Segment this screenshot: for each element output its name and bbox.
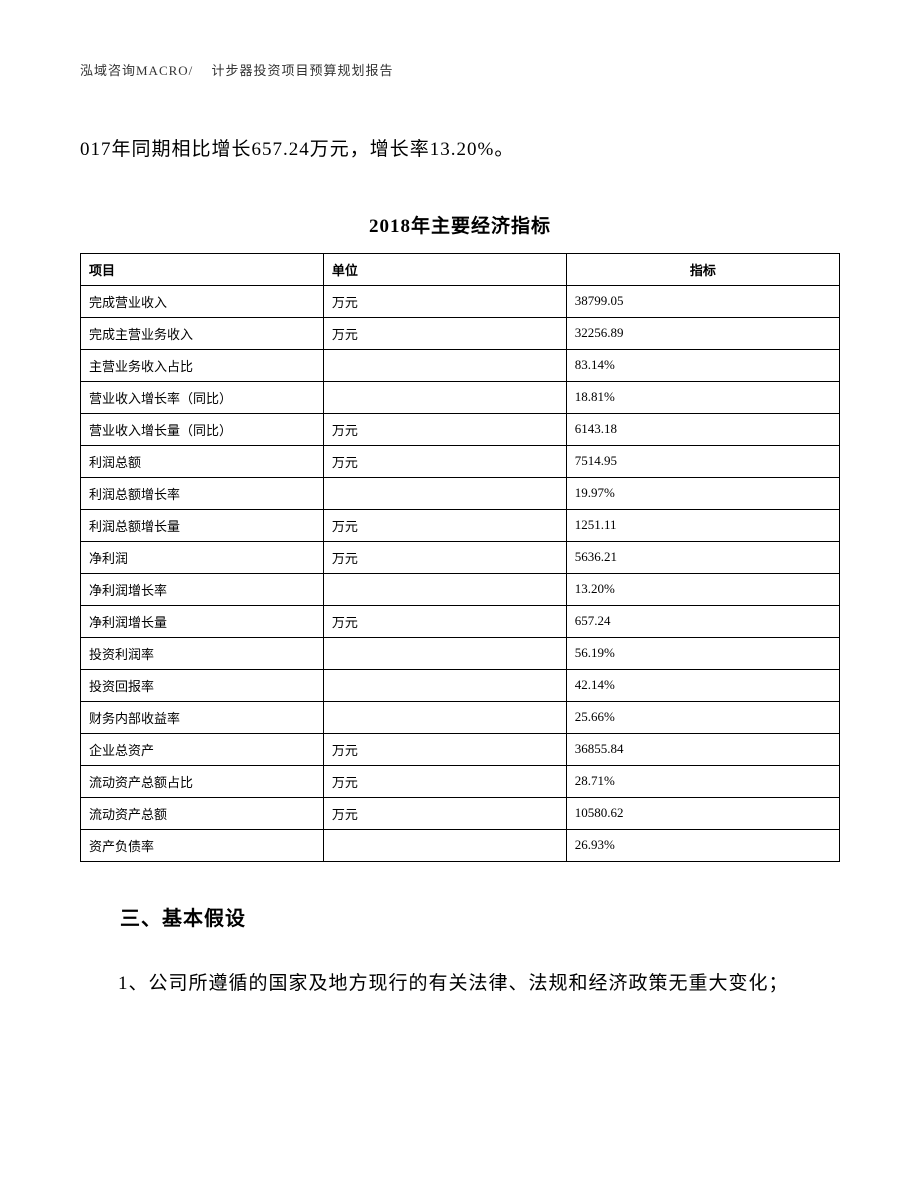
table-cell-item: 资产负债率 [81,829,324,861]
table-cell-item: 利润总额增长率 [81,477,324,509]
table-cell-unit: 万元 [323,509,566,541]
section-body: 1、公司所遵循的国家及地方现行的有关法律、法规和经济政策无重大变化； [80,961,840,1007]
table-cell-item: 利润总额增长量 [81,509,324,541]
table-row: 完成营业收入万元38799.05 [81,285,840,317]
table-cell-item: 投资利润率 [81,637,324,669]
table-cell-item: 流动资产总额占比 [81,765,324,797]
table-cell-value: 19.97% [566,477,839,509]
table-cell-value: 13.20% [566,573,839,605]
table-row: 利润总额增长率 19.97% [81,477,840,509]
table-row: 完成主营业务收入万元32256.89 [81,317,840,349]
table-cell-unit [323,701,566,733]
table-cell-value: 83.14% [566,349,839,381]
table-row: 财务内部收益率 25.66% [81,701,840,733]
table-cell-unit: 万元 [323,285,566,317]
table-header-item: 项目 [81,253,324,285]
table-cell-unit: 万元 [323,797,566,829]
table-cell-item: 流动资产总额 [81,797,324,829]
table-row: 营业收入增长量（同比）万元6143.18 [81,413,840,445]
table-cell-value: 36855.84 [566,733,839,765]
table-title: 2018年主要经济指标 [80,211,840,238]
table-cell-unit: 万元 [323,765,566,797]
table-cell-unit: 万元 [323,317,566,349]
table-cell-unit [323,637,566,669]
table-cell-unit [323,381,566,413]
table-row: 主营业务收入占比 83.14% [81,349,840,381]
table-header-value: 指标 [566,253,839,285]
table-cell-item: 营业收入增长率（同比） [81,381,324,413]
table-cell-value: 10580.62 [566,797,839,829]
table-row: 投资利润率 56.19% [81,637,840,669]
table-cell-item: 利润总额 [81,445,324,477]
intro-paragraph: 017年同期相比增长657.24万元，增长率13.20%。 [80,129,840,171]
table-cell-value: 25.66% [566,701,839,733]
table-row: 净利润增长量万元657.24 [81,605,840,637]
table-cell-unit: 万元 [323,445,566,477]
table-cell-item: 财务内部收益率 [81,701,324,733]
table-cell-value: 32256.89 [566,317,839,349]
table-row: 净利润万元5636.21 [81,541,840,573]
table-cell-value: 28.71% [566,765,839,797]
table-cell-item: 营业收入增长量（同比） [81,413,324,445]
table-cell-item: 投资回报率 [81,669,324,701]
table-cell-value: 7514.95 [566,445,839,477]
table-cell-item: 净利润增长率 [81,573,324,605]
table-row: 营业收入增长率（同比） 18.81% [81,381,840,413]
table-cell-item: 企业总资产 [81,733,324,765]
table-cell-unit [323,669,566,701]
table-cell-unit [323,349,566,381]
table-row: 净利润增长率 13.20% [81,573,840,605]
table-row: 投资回报率 42.14% [81,669,840,701]
table-cell-item: 完成营业收入 [81,285,324,317]
table-cell-value: 38799.05 [566,285,839,317]
table-row: 利润总额增长量万元1251.11 [81,509,840,541]
table-cell-item: 主营业务收入占比 [81,349,324,381]
page-header: 泓域咨询MACRO/ 计步器投资项目预算规划报告 [80,60,840,79]
table-cell-unit: 万元 [323,413,566,445]
section-heading: 三、基本假设 [120,902,840,931]
table-cell-value: 42.14% [566,669,839,701]
table-cell-value: 56.19% [566,637,839,669]
table-cell-unit: 万元 [323,605,566,637]
table-cell-unit [323,477,566,509]
table-row: 流动资产总额占比万元28.71% [81,765,840,797]
table-header-unit: 单位 [323,253,566,285]
table-cell-value: 1251.11 [566,509,839,541]
table-row: 企业总资产万元36855.84 [81,733,840,765]
table-header-row: 项目 单位 指标 [81,253,840,285]
table-cell-unit: 万元 [323,541,566,573]
table-cell-value: 5636.21 [566,541,839,573]
table-cell-item: 完成主营业务收入 [81,317,324,349]
table-cell-unit: 万元 [323,733,566,765]
table-cell-unit [323,573,566,605]
table-row: 流动资产总额万元10580.62 [81,797,840,829]
table-cell-value: 26.93% [566,829,839,861]
table-cell-value: 6143.18 [566,413,839,445]
table-cell-item: 净利润 [81,541,324,573]
table-row: 资产负债率 26.93% [81,829,840,861]
economic-indicators-table: 项目 单位 指标 完成营业收入万元38799.05完成主营业务收入万元32256… [80,253,840,862]
table-cell-value: 18.81% [566,381,839,413]
table-cell-unit [323,829,566,861]
table-cell-value: 657.24 [566,605,839,637]
table-cell-item: 净利润增长量 [81,605,324,637]
table-row: 利润总额万元7514.95 [81,445,840,477]
